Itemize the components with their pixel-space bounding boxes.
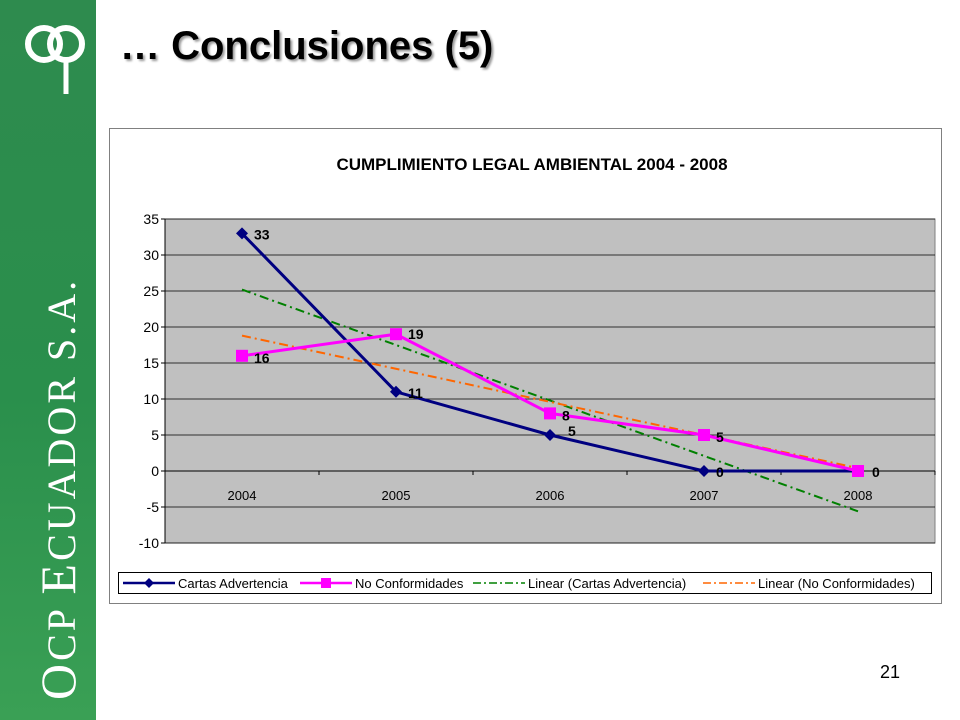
x-tick-label-0: 2004 [228, 488, 257, 503]
x-tick-label-3: 2007 [690, 488, 719, 503]
y-tick-label-0: 35 [143, 211, 159, 227]
chart-title: CUMPLIMIENTO LEGAL AMBIENTAL 2004 - 2008 [336, 155, 727, 174]
x-tick-label-1: 2005 [382, 488, 411, 503]
legend-item-noconf: No Conformidades [300, 573, 463, 593]
data-label-noconf-1: 19 [408, 326, 424, 342]
point-cartas-1 [390, 385, 402, 398]
y-tick-label-8: -5 [147, 499, 160, 515]
data-label-cartas-2: 5 [568, 423, 576, 439]
y-tick-label-7: 0 [151, 463, 159, 479]
slide-title: … Conclusiones (5) [120, 24, 494, 68]
y-tick-label-3: 20 [143, 319, 159, 335]
legend-item-cartas: Cartas Advertencia [123, 573, 288, 593]
legend-label-noconf: No Conformidades [355, 575, 464, 591]
point-noconf-4 [852, 465, 864, 477]
plot-area [164, 218, 936, 544]
line-chart: CUMPLIMIENTO LEGAL AMBIENTAL 2004 - 2008… [139, 155, 936, 551]
ocp-logo-icon [25, 25, 85, 94]
point-cartas-2 [544, 429, 556, 441]
y-tick-label-9: -10 [139, 535, 159, 551]
y-tick-label-2: 25 [143, 283, 159, 299]
legend-item-linear-noconf: Linear (No Conformidades) [703, 573, 915, 593]
brand-sidebar: OCP ECUADOR S.A. [0, 0, 96, 720]
point-noconf-2 [544, 407, 556, 420]
x-tick-label-4: 2008 [844, 488, 873, 503]
legend-swatch-linear-noconf [703, 582, 755, 584]
point-noconf-0 [236, 349, 248, 362]
x-tick-label-2: 2006 [536, 488, 565, 503]
data-label-noconf-3: 5 [716, 429, 724, 445]
brand-name: OCP ECUADOR S.A. [30, 277, 86, 700]
point-noconf-1 [390, 328, 402, 341]
y-tick-label-5: 10 [143, 391, 159, 407]
data-label-noconf-4: 0 [872, 464, 880, 480]
data-label-cartas-0: 33 [254, 226, 270, 242]
y-tick-label-4: 15 [143, 355, 159, 371]
legend-swatch-noconf [300, 578, 352, 588]
point-cartas-3 [698, 465, 710, 477]
data-label-cartas-1: 11 [408, 385, 423, 401]
legend-item-linear-cartas: Linear (Cartas Advertencia) [473, 573, 686, 593]
data-label-noconf-2: 8 [562, 407, 570, 423]
trendline-2 [241, 288, 859, 513]
legend-swatch-cartas [123, 578, 175, 588]
y-tick-label-1: 30 [143, 247, 159, 263]
legend-label-linear-noconf: Linear (No Conformidades) [758, 575, 915, 591]
legend-label-linear-cartas: Linear (Cartas Advertencia) [528, 575, 687, 591]
point-noconf-3 [698, 429, 710, 441]
data-label-noconf-0: 16 [254, 350, 270, 366]
y-tick-label-6: 5 [151, 427, 159, 443]
data-label-cartas-3: 0 [716, 464, 724, 480]
chart-legend: Cartas Advertencia No Conformidades Line… [118, 572, 932, 594]
legend-label-cartas: Cartas Advertencia [178, 575, 288, 591]
point-cartas-0 [236, 227, 248, 240]
legend-swatch-linear-cartas [473, 582, 525, 584]
page-number: 21 [880, 662, 901, 682]
